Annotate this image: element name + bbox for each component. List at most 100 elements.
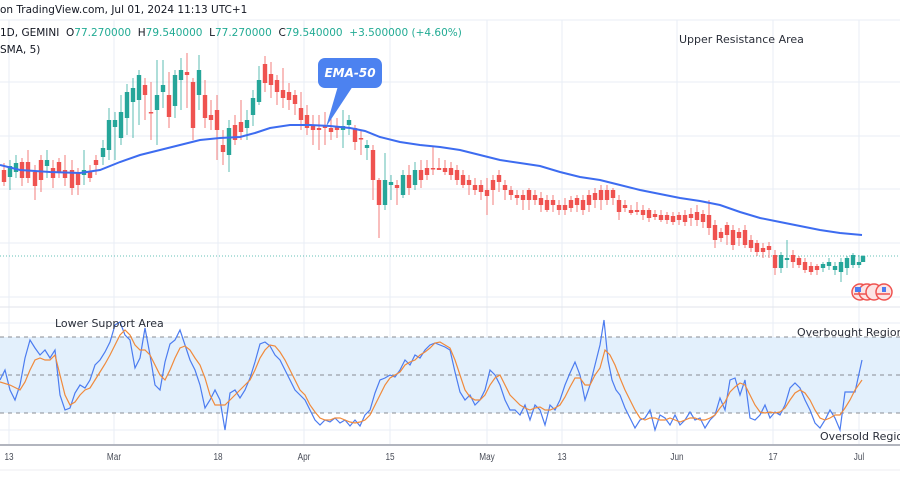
candle xyxy=(256,66,262,105)
ema-50-line xyxy=(0,124,863,236)
candle xyxy=(412,162,418,190)
candle xyxy=(442,160,448,175)
candle xyxy=(658,210,664,222)
candle xyxy=(736,228,742,246)
close-label: C xyxy=(278,27,286,39)
candle xyxy=(520,190,526,210)
candle xyxy=(478,180,484,200)
candle xyxy=(340,110,346,148)
candle xyxy=(592,188,598,208)
ema-callout-pointer xyxy=(326,86,353,127)
candle xyxy=(93,155,99,175)
candle xyxy=(184,53,190,108)
candle xyxy=(316,115,322,150)
candle xyxy=(760,243,766,258)
candle xyxy=(784,240,790,268)
candle xyxy=(292,90,298,115)
event-flags[interactable] xyxy=(851,283,893,301)
candle xyxy=(38,155,44,192)
open-label: O xyxy=(66,27,75,39)
ohlc-legend: 1D, GEMINI O77.270000 H79.540000 L77.270… xyxy=(0,27,462,39)
candle xyxy=(310,115,316,145)
candle xyxy=(154,60,160,145)
candle xyxy=(664,212,670,224)
candle xyxy=(196,55,202,110)
candle xyxy=(556,200,562,215)
candle xyxy=(724,222,730,245)
candle xyxy=(508,186,514,200)
candle xyxy=(502,180,508,200)
candle xyxy=(808,262,814,275)
candle xyxy=(202,80,208,128)
candle xyxy=(136,70,142,125)
candle xyxy=(778,252,784,273)
close-value: 79.540000 xyxy=(285,27,343,39)
x-tick-label: 15 xyxy=(385,452,395,463)
candle xyxy=(472,178,478,195)
candle xyxy=(466,175,472,195)
candle xyxy=(634,202,640,215)
candle xyxy=(436,158,442,170)
candle xyxy=(322,112,328,145)
lower-support-label: Lower Support Area xyxy=(55,317,164,330)
candle xyxy=(490,175,496,205)
candle xyxy=(850,253,856,268)
high-value: 79.540000 xyxy=(145,27,203,39)
candle xyxy=(25,150,31,183)
x-tick-label: May xyxy=(479,452,495,463)
candle xyxy=(562,198,568,215)
candle xyxy=(694,205,700,226)
candle xyxy=(280,68,286,108)
candlesticks xyxy=(1,53,866,282)
candle xyxy=(772,250,778,275)
candle xyxy=(682,210,688,226)
candle xyxy=(69,160,75,195)
candle xyxy=(586,190,592,212)
candle xyxy=(484,178,490,215)
candle xyxy=(670,212,676,225)
symbol-label[interactable]: 1D, GEMINI xyxy=(0,27,60,39)
candle xyxy=(730,225,736,250)
candle xyxy=(754,240,760,256)
candle xyxy=(844,256,850,275)
candle xyxy=(700,210,706,228)
candle xyxy=(7,160,13,190)
candle xyxy=(742,225,748,248)
candle xyxy=(712,220,718,248)
candle xyxy=(832,262,838,275)
candle xyxy=(190,78,196,140)
x-tick-label: 18 xyxy=(213,452,223,463)
candle xyxy=(112,112,118,160)
candle xyxy=(454,165,460,185)
candle xyxy=(214,95,220,160)
candle xyxy=(550,195,556,212)
candle xyxy=(628,205,634,215)
candle xyxy=(81,150,87,185)
indicator-legend[interactable]: SMA, 5) xyxy=(0,44,41,56)
chart-title: on TradingView.com, Jul 01, 2024 11:13 U… xyxy=(0,4,248,16)
candle xyxy=(652,210,658,220)
candle xyxy=(118,95,124,145)
x-tick-label: Mar xyxy=(106,452,122,463)
candle xyxy=(376,178,382,238)
candle xyxy=(766,242,772,258)
candle xyxy=(50,160,56,188)
candle xyxy=(406,165,412,195)
change-value: +3.500000 (+4.60%) xyxy=(349,27,462,39)
stochastic-k-line xyxy=(0,319,863,433)
x-tick-label: Jul xyxy=(853,452,865,463)
candle xyxy=(160,60,166,108)
ema-50-callout: EMA-50 xyxy=(318,58,382,88)
low-label: L xyxy=(209,27,215,39)
open-value: 77.270000 xyxy=(74,27,132,39)
x-tick-label: 17 xyxy=(768,452,778,463)
candle xyxy=(268,62,274,98)
candle xyxy=(580,195,586,215)
candle xyxy=(13,155,19,178)
candle xyxy=(860,255,866,262)
overbought-label: Overbought Region xyxy=(797,326,900,339)
high-label: H xyxy=(137,27,146,39)
candle xyxy=(304,105,310,135)
candle xyxy=(274,75,280,105)
